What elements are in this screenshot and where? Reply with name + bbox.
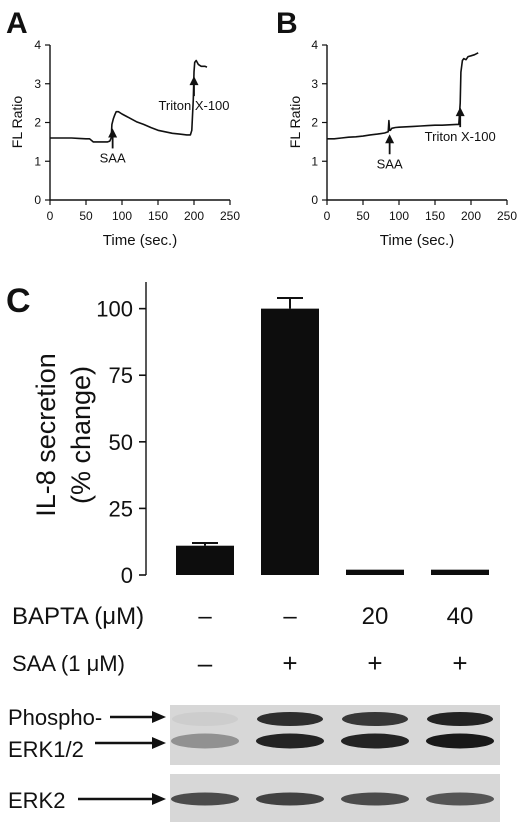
panel-a-annotation-label: Triton X-100	[158, 98, 229, 113]
il8-bar	[176, 545, 234, 575]
panel-b-annotation-label: Triton X-100	[425, 129, 496, 144]
phospho-erk2-band	[341, 733, 409, 749]
panel-a-y-tick-label: 4	[34, 38, 41, 52]
panel-c-y-axis-label-line1: IL-8 secretion	[31, 353, 61, 517]
condition-cell-bapta: 20	[362, 603, 389, 630]
phospho-erk1-band	[257, 712, 323, 726]
il8-bar	[261, 308, 319, 575]
panel-b-y-tick-label: 4	[311, 38, 318, 52]
panel-b-x-tick-label: 100	[389, 209, 409, 223]
panel-b-y-tick-label: 1	[311, 154, 318, 168]
erk12-label: ERK1/2	[8, 737, 84, 762]
erk2-band	[256, 792, 324, 806]
panel-c-y-tick-label: 0	[121, 563, 133, 588]
panel-a-y-tick-label: 2	[34, 116, 41, 130]
erk2-arrow	[78, 793, 166, 805]
panel-b-y-tick-label: 2	[311, 116, 318, 130]
panel-b-y-tick-label: 3	[311, 77, 318, 91]
condition-cell-bapta: –	[283, 603, 297, 630]
panel-a-x-tick-label: 150	[148, 209, 168, 223]
panel-c-y-axis-label-line2: (% change)	[66, 366, 96, 504]
panel-c-plot: IL-8 secretion (% change) 0 25 50 75 100	[31, 282, 489, 588]
panel-b-x-tick-label: 0	[324, 209, 331, 223]
panel-a-y-axis-label: FL Ratio	[9, 96, 25, 149]
panel-b-y-tick-label: 0	[311, 193, 318, 207]
panel-b-axes	[326, 45, 507, 201]
panel-b-x-tick-label: 250	[497, 209, 517, 223]
bapta-row-label: BAPTA (μM)	[12, 603, 144, 630]
panel-a-annotation-arrowhead	[108, 128, 118, 138]
panel-c-y-tick-label: 75	[109, 363, 133, 388]
phospho-erk1-band	[172, 712, 238, 726]
panel-b-y-axis-label: FL Ratio	[287, 96, 303, 149]
saa-row-label: SAA (1 μM)	[12, 651, 125, 676]
panel-a-y-tick-label: 3	[34, 77, 41, 91]
panel-a-x-tick-label: 250	[220, 209, 240, 223]
panel-label-a: A	[6, 7, 28, 40]
erk2-label: ERK2	[8, 788, 65, 813]
condition-cell-saa: +	[452, 648, 467, 678]
condition-cell-bapta: –	[198, 603, 212, 630]
phospho-erk2-band	[256, 733, 324, 749]
panel-a-annotation-arrowhead	[189, 76, 199, 86]
erk2-band	[171, 792, 239, 806]
phospho-lower-arrow	[95, 737, 166, 749]
panel-label-b: B	[276, 7, 298, 40]
panel-b-x-tick-label: 50	[356, 209, 370, 223]
il8-bar	[431, 569, 489, 575]
panel-a-x-tick-label: 100	[112, 209, 132, 223]
panel-a-plot: FL Ratio Time (sec.) 0 50 100 150 200 250 0 1 2 3…	[9, 38, 240, 249]
western-blot: Phospho- ERK1/2 ERK2	[8, 705, 500, 822]
panel-a-y-tick-label: 1	[34, 154, 41, 168]
phospho-erk2-band	[426, 733, 494, 749]
panel-b-fluorescence-trace	[327, 52, 479, 140]
panel-a-annotation-label: SAA	[100, 150, 126, 165]
panel-b-plot: FL Ratio Time (sec.) 0 50 100 150 200 250 0 1 2 3…	[287, 38, 517, 249]
panel-b-x-axis-label: Time (sec.)	[380, 232, 454, 249]
panel-a-x-tick-label: 0	[47, 209, 54, 223]
il8-bar	[346, 569, 404, 575]
panel-a-x-axis-label: Time (sec.)	[103, 232, 177, 249]
panel-c-y-tick-label: 25	[109, 496, 133, 521]
panel-label-c: C	[6, 282, 31, 320]
condition-cell-saa: +	[282, 648, 297, 678]
erk2-band	[426, 792, 494, 806]
condition-cell-saa: –	[198, 648, 213, 678]
panel-b-x-tick-label: 150	[425, 209, 445, 223]
condition-cell-saa: +	[367, 648, 382, 678]
phospho-erk2-band	[171, 733, 239, 749]
panel-c-y-tick-label: 50	[109, 430, 133, 455]
panel-a-x-tick-label: 200	[184, 209, 204, 223]
panel-c-y-tick-label: 100	[96, 297, 133, 322]
panel-a-x-tick-label: 50	[79, 209, 93, 223]
phospho-label: Phospho-	[8, 705, 102, 730]
phospho-erk1-band	[342, 712, 408, 726]
condition-cell-bapta: 40	[447, 603, 474, 630]
phospho-erk1-band	[427, 712, 493, 726]
panel-a-y-tick-label: 0	[34, 193, 41, 207]
panel-b-x-tick-label: 200	[461, 209, 481, 223]
panel-b-annotation-arrowhead	[455, 107, 465, 117]
phospho-upper-arrow	[110, 711, 166, 723]
erk2-band	[341, 792, 409, 806]
panel-b-annotation-label: SAA	[377, 156, 403, 171]
panel-b-annotation-arrowhead	[385, 134, 395, 144]
condition-table: BAPTA (μM) SAA (1 μM) – – 20 40 – + + +	[12, 603, 473, 678]
